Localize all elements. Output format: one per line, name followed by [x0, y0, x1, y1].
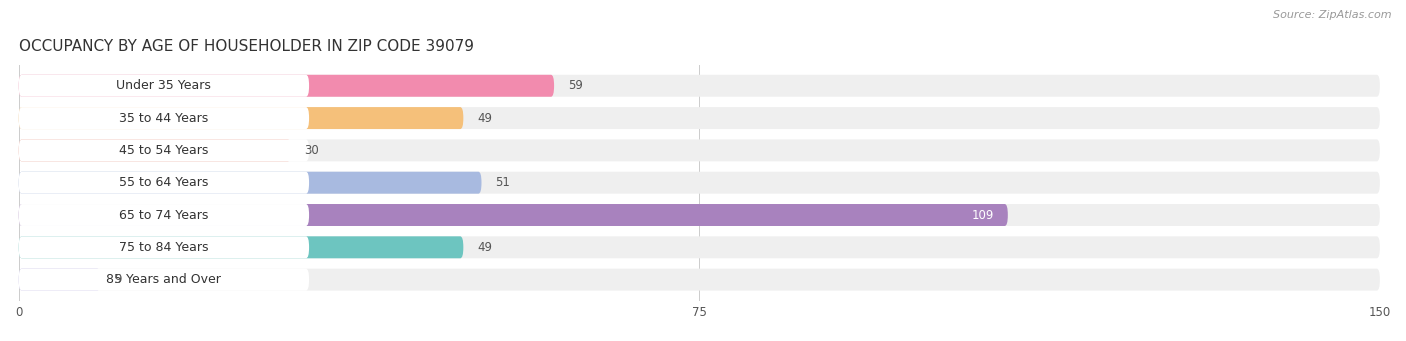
FancyBboxPatch shape — [18, 269, 1379, 291]
FancyBboxPatch shape — [18, 236, 309, 258]
FancyBboxPatch shape — [18, 269, 309, 291]
FancyBboxPatch shape — [18, 236, 1379, 258]
FancyBboxPatch shape — [18, 139, 309, 161]
Text: 51: 51 — [495, 176, 510, 189]
FancyBboxPatch shape — [18, 75, 309, 97]
Text: 35 to 44 Years: 35 to 44 Years — [120, 112, 208, 124]
FancyBboxPatch shape — [18, 75, 554, 97]
FancyBboxPatch shape — [18, 269, 100, 291]
FancyBboxPatch shape — [18, 75, 1379, 97]
FancyBboxPatch shape — [18, 172, 1379, 194]
FancyBboxPatch shape — [18, 139, 1379, 161]
FancyBboxPatch shape — [18, 172, 481, 194]
Text: 49: 49 — [477, 112, 492, 124]
Text: 55 to 64 Years: 55 to 64 Years — [120, 176, 208, 189]
FancyBboxPatch shape — [18, 204, 309, 226]
Text: 45 to 54 Years: 45 to 54 Years — [120, 144, 208, 157]
Text: Under 35 Years: Under 35 Years — [117, 79, 211, 92]
Text: 65 to 74 Years: 65 to 74 Years — [120, 208, 208, 222]
FancyBboxPatch shape — [18, 107, 464, 129]
FancyBboxPatch shape — [18, 236, 464, 258]
FancyBboxPatch shape — [18, 204, 1008, 226]
Text: 75 to 84 Years: 75 to 84 Years — [120, 241, 208, 254]
Text: 59: 59 — [568, 79, 582, 92]
Text: Source: ZipAtlas.com: Source: ZipAtlas.com — [1274, 10, 1392, 20]
Text: 85 Years and Over: 85 Years and Over — [107, 273, 221, 286]
FancyBboxPatch shape — [18, 107, 1379, 129]
FancyBboxPatch shape — [18, 204, 1379, 226]
Text: OCCUPANCY BY AGE OF HOUSEHOLDER IN ZIP CODE 39079: OCCUPANCY BY AGE OF HOUSEHOLDER IN ZIP C… — [18, 39, 474, 54]
Text: 30: 30 — [305, 144, 319, 157]
FancyBboxPatch shape — [18, 107, 309, 129]
FancyBboxPatch shape — [18, 172, 309, 194]
Text: 109: 109 — [972, 208, 994, 222]
FancyBboxPatch shape — [18, 139, 291, 161]
Text: 9: 9 — [114, 273, 121, 286]
Text: 49: 49 — [477, 241, 492, 254]
